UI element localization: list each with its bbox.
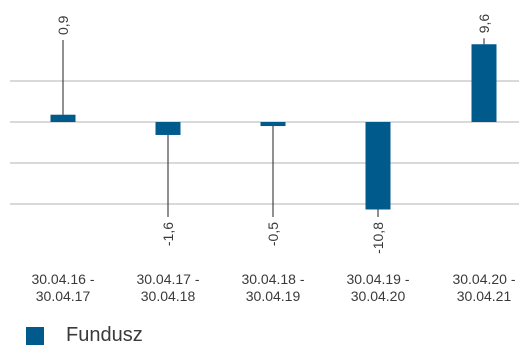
legend-label: Fundusz: [66, 324, 143, 346]
data-label: -10,8: [370, 222, 386, 254]
bar: [155, 122, 181, 135]
data-labels: 0,9 -1,6 -0,5 -10,8 9,6: [55, 14, 492, 254]
data-label: 9,6: [476, 14, 492, 34]
legend: Fundusz: [26, 324, 143, 347]
bar: [260, 122, 286, 127]
category-label: 30.04.17 - 30.04.18: [136, 271, 200, 304]
grid-lines: [10, 80, 519, 205]
category-label: 30.04.18 - 30.04.19: [241, 271, 305, 304]
data-label: -0,5: [265, 222, 281, 246]
data-label: 0,9: [55, 15, 71, 35]
bar: [50, 114, 76, 122]
category-label: 30.04.19 - 30.04.20: [346, 271, 410, 304]
bars: [50, 44, 497, 210]
category-label: 30.04.16 - 30.04.17: [31, 271, 95, 304]
legend-swatch: [26, 326, 44, 345]
data-label: -1,6: [160, 222, 176, 246]
bar: [365, 122, 391, 210]
category-label: 30.04.20 - 30.04.21: [452, 271, 516, 304]
bar: [471, 44, 497, 122]
